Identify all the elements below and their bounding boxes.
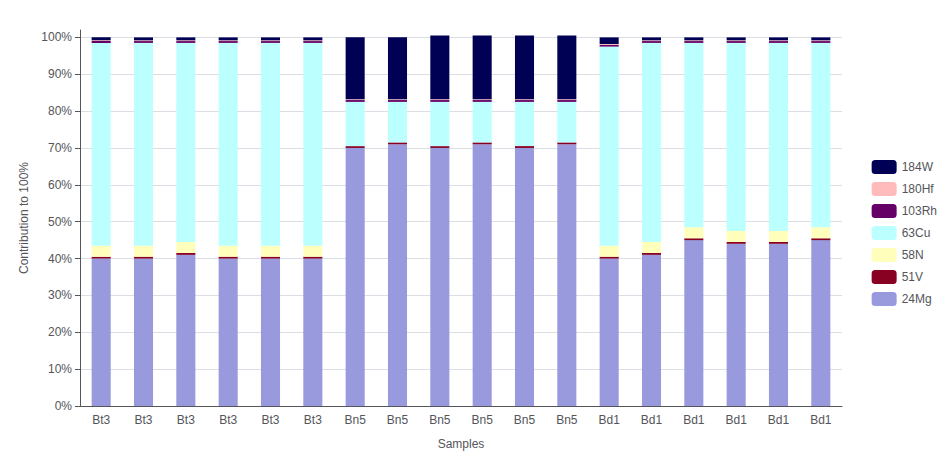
svg-text:51V: 51V (902, 270, 923, 284)
svg-text:Bt3: Bt3 (219, 413, 237, 427)
svg-text:Bt3: Bt3 (92, 413, 110, 427)
svg-text:Bt3: Bt3 (304, 413, 322, 427)
svg-text:Bt3: Bt3 (134, 413, 152, 427)
svg-text:50%: 50% (48, 215, 72, 229)
svg-text:Contribution to 100%: Contribution to 100% (17, 162, 31, 274)
svg-text:Bn5: Bn5 (471, 413, 493, 427)
svg-text:Bd1: Bd1 (683, 413, 705, 427)
svg-text:180Hf: 180Hf (902, 182, 935, 196)
svg-text:Bd1: Bd1 (641, 413, 663, 427)
svg-text:Bn5: Bn5 (429, 413, 451, 427)
svg-text:0%: 0% (55, 399, 73, 413)
svg-text:Bd1: Bd1 (768, 413, 790, 427)
svg-text:20%: 20% (48, 325, 72, 339)
svg-text:63Cu: 63Cu (902, 226, 931, 240)
svg-text:30%: 30% (48, 288, 72, 302)
svg-text:Bn5: Bn5 (556, 413, 578, 427)
svg-text:58N: 58N (902, 248, 924, 262)
svg-text:10%: 10% (48, 362, 72, 376)
svg-text:Bn5: Bn5 (344, 413, 366, 427)
svg-text:184W: 184W (902, 160, 934, 174)
svg-text:80%: 80% (48, 104, 72, 118)
svg-text:Samples: Samples (438, 437, 485, 451)
svg-text:Bd1: Bd1 (598, 413, 620, 427)
svg-text:Bd1: Bd1 (810, 413, 832, 427)
svg-text:Bt3: Bt3 (177, 413, 195, 427)
svg-text:100%: 100% (41, 30, 72, 44)
svg-text:Bd1: Bd1 (725, 413, 747, 427)
svg-text:Bt3: Bt3 (261, 413, 279, 427)
svg-text:24Mg: 24Mg (902, 292, 932, 306)
svg-text:Bn5: Bn5 (387, 413, 409, 427)
svg-text:60%: 60% (48, 178, 72, 192)
svg-text:Bn5: Bn5 (514, 413, 536, 427)
svg-text:90%: 90% (48, 67, 72, 81)
svg-text:70%: 70% (48, 141, 72, 155)
svg-text:103Rh: 103Rh (902, 204, 937, 218)
svg-text:40%: 40% (48, 252, 72, 266)
